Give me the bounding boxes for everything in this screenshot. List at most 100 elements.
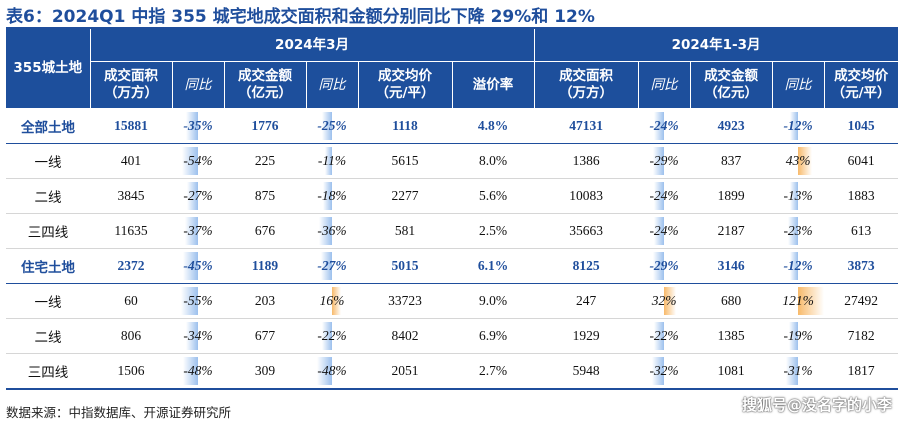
cell-amount-q1: 3146 xyxy=(690,248,773,284)
cell-price-q1: 1817 xyxy=(824,353,899,390)
cell-area-yoy-march: -54% xyxy=(172,143,224,179)
yoy-bar xyxy=(790,252,799,280)
cell-amount-yoy-march: -25% xyxy=(306,108,358,144)
cell-area-yoy-q1: 32% xyxy=(638,283,691,319)
row-label: 二线 xyxy=(6,318,90,354)
cell-premium-march: 6.9% xyxy=(452,318,535,354)
cell-amount-q1: 2187 xyxy=(690,213,773,249)
col-premium-march: 溢价率 xyxy=(452,61,535,109)
table-row: 一线 60 -55% 203 16% 33723 9.0% 247 32% 680 121% 2749… xyxy=(6,283,899,319)
cell-amount-yoy-q1: -12% xyxy=(772,108,825,144)
cell-area-march: 11635 xyxy=(90,213,172,249)
cell-area-yoy-march: -55% xyxy=(172,283,224,319)
col-amount-yoy-q1: 同比 xyxy=(772,61,825,109)
cell-price-march: 33723 xyxy=(358,283,452,319)
table-row: 三四线 11635 -37% 676 -36% 581 2.5% 35663 -24% 2187-… xyxy=(6,213,899,249)
cell-amount-q1: 1385 xyxy=(690,318,773,354)
cell-price-march: 5615 xyxy=(358,143,452,179)
yoy-bar xyxy=(652,147,665,175)
watermark: 搜狐号@没名字的小李 xyxy=(741,396,892,414)
cell-amount-yoy-q1: -13% xyxy=(772,178,825,214)
cell-amount-yoy-march: -22% xyxy=(306,318,358,354)
yoy-bar xyxy=(664,287,676,315)
table-row: 全部土地 15881 -35% 1776 -25% 1118 4.8% 47131 -24% 49… xyxy=(6,108,899,144)
yoy-bar xyxy=(322,322,332,350)
cell-amount-march: 225 xyxy=(224,143,306,179)
cell-area-q1: 1386 xyxy=(534,143,639,179)
row-label: 住宅土地 xyxy=(6,248,90,284)
yoy-bar xyxy=(185,217,198,245)
yoy-bar xyxy=(788,217,799,245)
corner-header: 355城土地 xyxy=(6,29,91,109)
table-row: 一线 401 -54% 225 -11% 5615 8.0% 1386 -29% 837 43% 60… xyxy=(6,143,899,179)
cell-amount-q1: 4923 xyxy=(690,108,773,144)
cell-area-q1: 247 xyxy=(534,283,639,319)
cell-price-march: 5015 xyxy=(358,248,452,284)
yoy-bar xyxy=(652,357,665,385)
row-label: 三四线 xyxy=(6,213,90,249)
row-label: 二线 xyxy=(6,178,90,214)
cell-area-yoy-q1: -24% xyxy=(638,213,691,249)
table-row: 三四线 1506 -48% 309 -48% 2051 2.7% 5948 -32% 1081 -3… xyxy=(6,353,899,390)
yoy-bar xyxy=(321,112,332,140)
table-row: 二线 806 -34% 677 -22% 8402 6.9% 1929 -22% 1385 -19%… xyxy=(6,318,899,354)
col-area-march: 成交面积 （万方） xyxy=(90,61,173,109)
cell-amount-march: 677 xyxy=(224,318,306,354)
group-header-march: 2024年3月 xyxy=(90,29,535,62)
yoy-bar xyxy=(653,182,665,210)
cell-amount-yoy-march: -48% xyxy=(306,353,358,390)
cell-amount-q1: 1899 xyxy=(690,178,773,214)
title-rule xyxy=(6,27,898,29)
row-label: 一线 xyxy=(6,143,90,179)
group-header-row: 355城土地 2024年3月 2024年1-3月 xyxy=(6,29,899,109)
row-label: 全部土地 xyxy=(6,108,90,144)
cell-area-march: 15881 xyxy=(90,108,172,144)
cell-area-yoy-march: -48% xyxy=(172,353,224,390)
cell-price-q1: 6041 xyxy=(824,143,899,179)
yoy-bar xyxy=(324,147,332,175)
yoy-bar xyxy=(182,357,198,385)
cell-price-march: 2277 xyxy=(358,178,452,214)
cell-amount-yoy-q1: -12% xyxy=(772,248,825,284)
cell-premium-march: 5.6% xyxy=(452,178,535,214)
cell-price-q1: 27492 xyxy=(824,283,899,319)
cell-amount-yoy-march: 16% xyxy=(306,283,358,319)
yoy-bar xyxy=(653,112,665,140)
col-area-yoy-march: 同比 xyxy=(172,61,225,109)
cell-premium-march: 6.1% xyxy=(452,248,535,284)
yoy-bar xyxy=(653,217,665,245)
cell-amount-march: 203 xyxy=(224,283,306,319)
cell-amount-yoy-march: -11% xyxy=(306,143,358,179)
cell-area-yoy-march: -45% xyxy=(172,248,224,284)
yoy-bar xyxy=(790,112,799,140)
yoy-bar xyxy=(321,252,332,280)
cell-premium-march: 9.0% xyxy=(452,283,535,319)
cell-price-q1: 1883 xyxy=(824,178,899,214)
cell-area-march: 2372 xyxy=(90,248,172,284)
cell-amount-march: 1776 xyxy=(224,108,306,144)
cell-area-q1: 10083 xyxy=(534,178,639,214)
cell-area-yoy-q1: -29% xyxy=(638,248,691,284)
yoy-bar xyxy=(183,252,198,280)
cell-price-q1: 3873 xyxy=(824,248,899,284)
cell-area-q1: 35663 xyxy=(534,213,639,249)
cell-area-q1: 5948 xyxy=(534,353,639,390)
cell-price-march: 1118 xyxy=(358,108,452,144)
cell-area-q1: 1929 xyxy=(534,318,639,354)
cell-area-yoy-march: -27% xyxy=(172,178,224,214)
yoy-bar xyxy=(181,287,198,315)
cell-amount-yoy-q1: -19% xyxy=(772,318,825,354)
yoy-bar xyxy=(181,147,198,175)
cell-amount-q1: 1081 xyxy=(690,353,773,390)
table-row: 住宅土地 2372 -45% 1189 -27% 5015 6.1% 8125 -29% 3146… xyxy=(6,248,899,284)
cell-area-yoy-march: -34% xyxy=(172,318,224,354)
yoy-bar xyxy=(788,322,799,350)
yoy-bar xyxy=(319,217,332,245)
table-row: 二线 3845 -27% 875 -18% 2277 5.6% 10083 -24% 1899 -1… xyxy=(6,178,899,214)
yoy-bar xyxy=(798,287,825,315)
yoy-bar xyxy=(323,182,332,210)
yoy-bar xyxy=(786,357,799,385)
col-amount-q1: 成交金额 （亿元） xyxy=(690,61,773,109)
cell-area-march: 60 xyxy=(90,283,172,319)
cell-area-march: 401 xyxy=(90,143,172,179)
